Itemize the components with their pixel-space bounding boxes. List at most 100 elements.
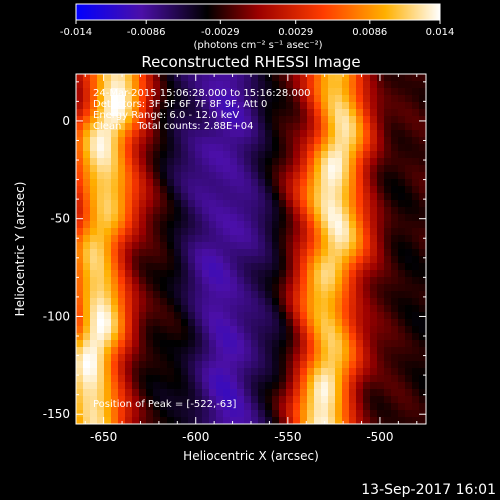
heatmap-cell (363, 221, 371, 229)
heatmap-cell (223, 396, 231, 404)
heatmap-cell (419, 249, 426, 257)
heatmap-cell (216, 179, 224, 187)
heatmap-cell (363, 375, 371, 383)
heatmap-cell (167, 221, 175, 229)
heatmap-cell (146, 193, 154, 201)
heatmap-cell (104, 228, 112, 236)
heatmap-cell (405, 382, 413, 390)
heatmap-cell (160, 291, 168, 299)
heatmap-cell (181, 249, 189, 257)
heatmap-cell (314, 417, 322, 424)
heatmap-cell (405, 242, 413, 250)
heatmap-cell (97, 102, 105, 110)
heatmap-cell (356, 368, 364, 376)
heatmap-cell (321, 305, 329, 313)
heatmap-cell (216, 123, 224, 131)
heatmap-cell (237, 249, 245, 257)
heatmap-cell (293, 396, 301, 404)
heatmap-cell (153, 305, 161, 313)
heatmap-cell (293, 347, 301, 355)
heatmap-cell (125, 81, 133, 89)
heatmap-cell (146, 102, 154, 110)
heatmap-cell (300, 312, 308, 320)
heatmap-cell (202, 410, 210, 418)
heatmap-cell (279, 368, 287, 376)
heatmap-cell (405, 116, 413, 124)
heatmap-cell (146, 326, 154, 334)
heatmap-cell (76, 214, 84, 222)
heatmap-cell (181, 172, 189, 180)
heatmap-cell (335, 172, 343, 180)
heatmap-cell (342, 95, 350, 103)
heatmap-cell (279, 207, 287, 215)
heatmap-cell (237, 81, 245, 89)
heatmap-cell (111, 270, 119, 278)
heatmap-cell (97, 172, 105, 180)
heatmap-cell (412, 172, 420, 180)
heatmap-cell (251, 207, 259, 215)
heatmap-cell (328, 74, 336, 82)
heatmap-cell (167, 249, 175, 257)
heatmap-cell (286, 151, 294, 159)
heatmap-cell (251, 151, 259, 159)
heatmap-cell (307, 319, 315, 327)
heatmap-cell (279, 298, 287, 306)
heatmap-cell (244, 109, 252, 117)
heatmap-cell (216, 193, 224, 201)
heatmap-cell (391, 291, 399, 299)
heatmap-cell (83, 382, 91, 390)
heatmap-cell (405, 305, 413, 313)
heatmap-cell (216, 81, 224, 89)
heatmap-cell (286, 242, 294, 250)
heatmap-cell (153, 207, 161, 215)
heatmap-cell (342, 214, 350, 222)
heatmap-cell (405, 298, 413, 306)
heatmap-cell (419, 361, 426, 369)
heatmap-cell (104, 200, 112, 208)
heatmap-cell (398, 375, 406, 383)
heatmap-cell (328, 284, 336, 292)
heatmap-cell (76, 193, 84, 201)
heatmap-cell (370, 361, 378, 369)
heatmap-cell (132, 270, 140, 278)
heatmap-cell (398, 354, 406, 362)
heatmap-cell (132, 389, 140, 397)
heatmap-cell (237, 284, 245, 292)
heatmap-cell (377, 179, 385, 187)
heatmap-cell (83, 403, 91, 411)
heatmap-cell (167, 235, 175, 243)
heatmap-cell (83, 130, 91, 138)
heatmap-cell (216, 361, 224, 369)
heatmap-cell (272, 333, 280, 341)
heatmap-cell (314, 88, 322, 96)
heatmap-cell (356, 298, 364, 306)
heatmap-cell (146, 368, 154, 376)
y-tick-label: -100 (43, 309, 70, 323)
heatmap-cell (265, 74, 273, 82)
heatmap-cell (405, 123, 413, 131)
heatmap-cell (300, 284, 308, 292)
heatmap-cell (272, 214, 280, 222)
heatmap-cell (342, 221, 350, 229)
heatmap-cell (132, 361, 140, 369)
heatmap-cell (328, 319, 336, 327)
heatmap-cell (314, 158, 322, 166)
heatmap-cell (76, 221, 84, 229)
heatmap-cell (251, 144, 259, 152)
heatmap-cell (398, 137, 406, 145)
heatmap-cell (307, 375, 315, 383)
heatmap-cell (342, 368, 350, 376)
heatmap-cell (76, 207, 84, 215)
heatmap-cell (160, 123, 168, 131)
heatmap-cell (398, 361, 406, 369)
heatmap-cell (104, 249, 112, 257)
heatmap-cell (265, 109, 273, 117)
heatmap-cell (342, 284, 350, 292)
heatmap-cell (272, 347, 280, 355)
heatmap-cell (209, 137, 217, 145)
heatmap-cell (76, 249, 84, 257)
heatmap-cell (188, 81, 196, 89)
heatmap-cell (265, 270, 273, 278)
heatmap-cell (314, 361, 322, 369)
